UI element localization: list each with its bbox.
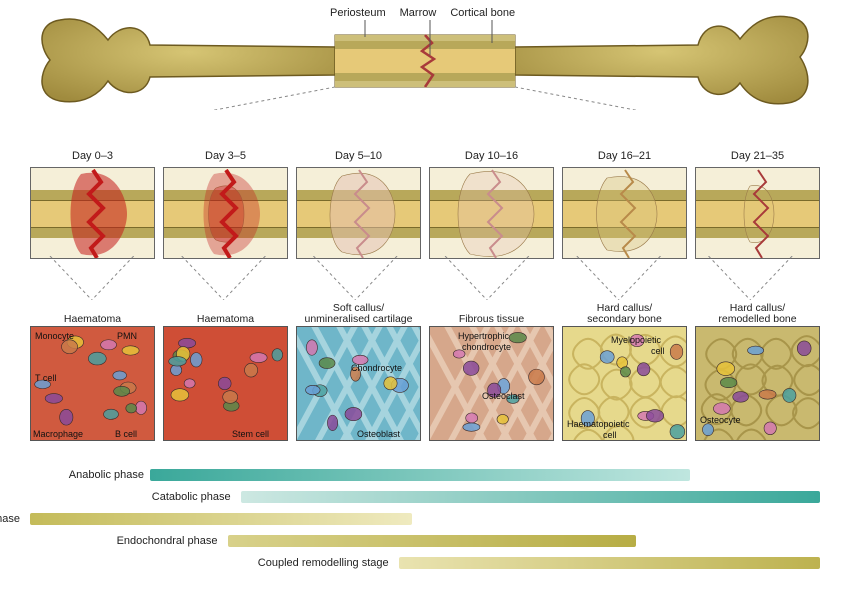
stage-title: Day 16–21 [598,150,651,164]
stage-tissue-connectors [30,256,820,300]
tissue-title: Soft callus/unmineralised cartilage [305,300,413,326]
tissue-4: Hard callus/secondary boneMyelopoieticce… [562,300,687,441]
bone-illustration: Periosteum Marrow Cortical bone [30,5,820,110]
phase-label: Inflammatory phase [0,513,26,525]
tissue-5: Hard callus/remodelled bone Osteocyte [695,300,820,441]
phase-row-2: Inflammatory phase [30,509,820,528]
phase-row-1: Catabolic phase [30,487,820,506]
stage-box [562,167,687,259]
cell-label: PMN [117,331,137,341]
phase-row-0: Anabolic phase [30,465,820,484]
stage-title: Day 0–3 [72,150,113,164]
tissues-row: Haematoma Monocyte PMN T cell Macrophage B ce… [30,300,820,441]
cell-label: Stem cell [232,429,269,439]
stage-box [296,167,421,259]
tissue-box: Monocyte PMN T cell Macrophage B cell [30,326,155,441]
phase-bar [30,513,412,525]
cell-label: Osteocyte [700,415,741,425]
cell-label: Haematopoietic [567,419,630,429]
phase-label: Endochondral phase [117,535,224,547]
stages-row: Day 0–3 Day 3–5 Day 5–10 Day 10–16 Day 16–21… [30,150,820,259]
stage-title: Day 5–10 [335,150,382,164]
phase-label: Coupled remodelling stage [258,557,395,569]
tissue-title: Haematoma [197,300,254,326]
tissue-0: Haematoma Monocyte PMN T cell Macrophage B ce… [30,300,155,441]
tissue-title: Haematoma [64,300,121,326]
label-periosteum: Periosteum [330,7,386,19]
label-marrow: Marrow [400,7,437,19]
tissue-box: Osteocyte [695,326,820,441]
stage-2: Day 5–10 [296,150,421,259]
label-cortical: Cortical bone [450,7,515,19]
tissue-box: MyelopoieticcellHaematopoieticcell [562,326,687,441]
phase-bar [399,557,820,569]
stage-3: Day 10–16 [429,150,554,259]
phase-label: Anabolic phase [30,469,150,481]
phase-row-3: Endochondral phase [30,531,820,550]
phase-row-4: Coupled remodelling stage [30,553,820,572]
stage-title: Day 10–16 [465,150,518,164]
cell-label: Monocyte [35,331,74,341]
phase-bar [150,469,690,481]
cell-label: Macrophage [33,429,83,439]
tissue-box: Chondrocyte Osteoblast [296,326,421,441]
stage-4: Day 16–21 [562,150,687,259]
cell-label: cell [603,430,617,440]
tissue-box: Stem cell [163,326,288,441]
phase-bar [228,535,636,547]
cell-label: B cell [115,429,137,439]
cell-label: Hypertrophic [458,331,509,341]
stage-0: Day 0–3 [30,150,155,259]
cell-label: chondrocyte [462,342,511,352]
stage-box [695,167,820,259]
stage-box [30,167,155,259]
cell-label: Chondrocyte [351,363,402,373]
bone-svg [30,5,820,110]
cell-label: Osteoclast [482,391,525,401]
stage-box [429,167,554,259]
tissue-title: Fibrous tissue [459,300,524,326]
stage-box [163,167,288,259]
tissue-box: Hypertrophicchondrocyte Osteoclast [429,326,554,441]
cell-label: T cell [35,373,56,383]
cell-label: cell [651,346,665,356]
cell-label: Myelopoietic [611,335,661,345]
phase-bars: Anabolic phaseCatabolic phase Inflammator… [30,465,820,575]
stage-title: Day 3–5 [205,150,246,164]
phase-bar [241,491,820,503]
cell-label: Osteoblast [357,429,400,439]
stage-title: Day 21–35 [731,150,784,164]
bone-labels: Periosteum Marrow Cortical bone [330,7,515,19]
tissue-3: Fibrous tissue Hypertrophicchondrocyte Ost… [429,300,554,441]
tissue-1: Haematoma Stem cell [163,300,288,441]
tissue-title: Hard callus/secondary bone [587,300,662,326]
phase-label: Catabolic phase [152,491,237,503]
stage-5: Day 21–35 [695,150,820,259]
stage-1: Day 3–5 [163,150,288,259]
tissue-2: Soft callus/unmineralised cartilageChond… [296,300,421,441]
tissue-title: Hard callus/remodelled bone [718,300,796,326]
